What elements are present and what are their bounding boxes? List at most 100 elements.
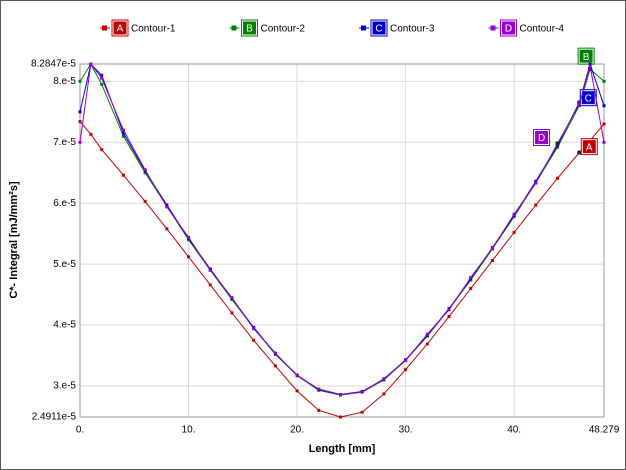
data-point (230, 311, 234, 315)
data-point (89, 132, 93, 136)
x-tick-label: 48.279 (589, 425, 620, 436)
data-point (490, 246, 494, 250)
data-point (252, 327, 256, 331)
y-tick-label: 8.e-5 (53, 76, 76, 87)
legend-marker (231, 25, 237, 31)
data-point (295, 374, 299, 378)
data-point (121, 173, 125, 177)
data-point (588, 62, 592, 66)
data-point (78, 120, 82, 124)
series-label: B (246, 24, 253, 35)
data-point (78, 140, 82, 144)
y-tick-label: 5.e-5 (53, 259, 76, 270)
data-point (469, 276, 473, 280)
series-label: B (583, 52, 590, 63)
x-tick-label: 40. (507, 425, 521, 436)
x-tick-label: 0. (76, 425, 84, 436)
series-label: D (538, 133, 545, 144)
series-label: A (586, 142, 593, 153)
data-point (78, 110, 82, 114)
data-point (317, 408, 321, 412)
data-point (360, 390, 364, 394)
legend-marker (490, 25, 496, 31)
y-tick-label: 7.e-5 (53, 137, 76, 148)
data-point (208, 283, 212, 287)
data-point (447, 315, 451, 319)
legend-marker (361, 25, 366, 31)
x-axis-title: Length [mm] (309, 443, 376, 455)
series-label-outline (241, 19, 258, 37)
series-label-anchor (577, 150, 582, 155)
series-label-box (581, 139, 597, 155)
legend-label: Contour-4 (520, 24, 565, 35)
data-point (230, 296, 234, 300)
data-point (100, 148, 104, 152)
series-label-outline (370, 19, 388, 37)
y-tick-label: 4.e-5 (53, 320, 76, 331)
data-point (469, 287, 473, 291)
data-point (602, 79, 606, 83)
data-point (534, 203, 538, 207)
data-point (404, 368, 408, 372)
data-point (273, 351, 277, 355)
data-point (100, 82, 104, 86)
y-tick-label: 6.e-5 (53, 198, 76, 209)
y-tick-label: 2.4911e-5 (32, 412, 77, 423)
data-point (78, 79, 82, 83)
data-point (187, 235, 191, 239)
legend-label: Contour-2 (261, 24, 306, 35)
data-point (382, 392, 386, 396)
data-point (208, 268, 212, 272)
data-point (556, 145, 560, 149)
series-label-box (534, 129, 550, 145)
data-point (577, 102, 581, 106)
data-point (165, 203, 169, 207)
data-point (360, 410, 364, 414)
data-point (588, 64, 592, 68)
series-label-outline (533, 128, 551, 146)
data-point (100, 76, 104, 80)
data-point (602, 122, 606, 126)
y-tick-label: 8.2847e-5 (31, 59, 76, 70)
data-point (165, 227, 169, 231)
series-label: D (505, 24, 512, 35)
data-point (425, 332, 429, 336)
legend-label: Contour-1 (131, 24, 176, 35)
series-label-box (371, 20, 387, 36)
data-point (490, 258, 494, 262)
series-label: C (375, 24, 382, 35)
data-point (100, 73, 104, 77)
data-point (143, 168, 147, 172)
series-label-outline (577, 47, 595, 65)
data-point (317, 387, 321, 391)
data-point (252, 338, 256, 342)
data-point (295, 389, 299, 393)
data-point (534, 179, 538, 183)
data-point (512, 212, 516, 216)
series-label-anchor (588, 67, 593, 72)
data-point (143, 171, 147, 175)
data-point (556, 176, 560, 180)
data-point (512, 230, 516, 234)
series-label-outline (500, 19, 517, 37)
legend-marker (102, 25, 107, 31)
series-label-box (112, 20, 128, 36)
series-label-box (578, 48, 594, 64)
y-axis-title: C*- Integral [mJ/mm²s] (8, 181, 20, 299)
data-point (121, 131, 125, 135)
x-tick-label: 20. (290, 425, 304, 436)
data-point (165, 205, 169, 209)
data-point (534, 181, 538, 185)
series-label: A (117, 24, 124, 35)
data-point (89, 62, 93, 66)
x-tick-label: 30. (399, 425, 413, 436)
data-point (121, 134, 125, 138)
y-tick-label: 3.e-5 (53, 381, 76, 392)
series-label: C (585, 93, 592, 104)
data-point (602, 140, 606, 144)
series-label-box (501, 20, 516, 36)
data-point (143, 199, 147, 203)
